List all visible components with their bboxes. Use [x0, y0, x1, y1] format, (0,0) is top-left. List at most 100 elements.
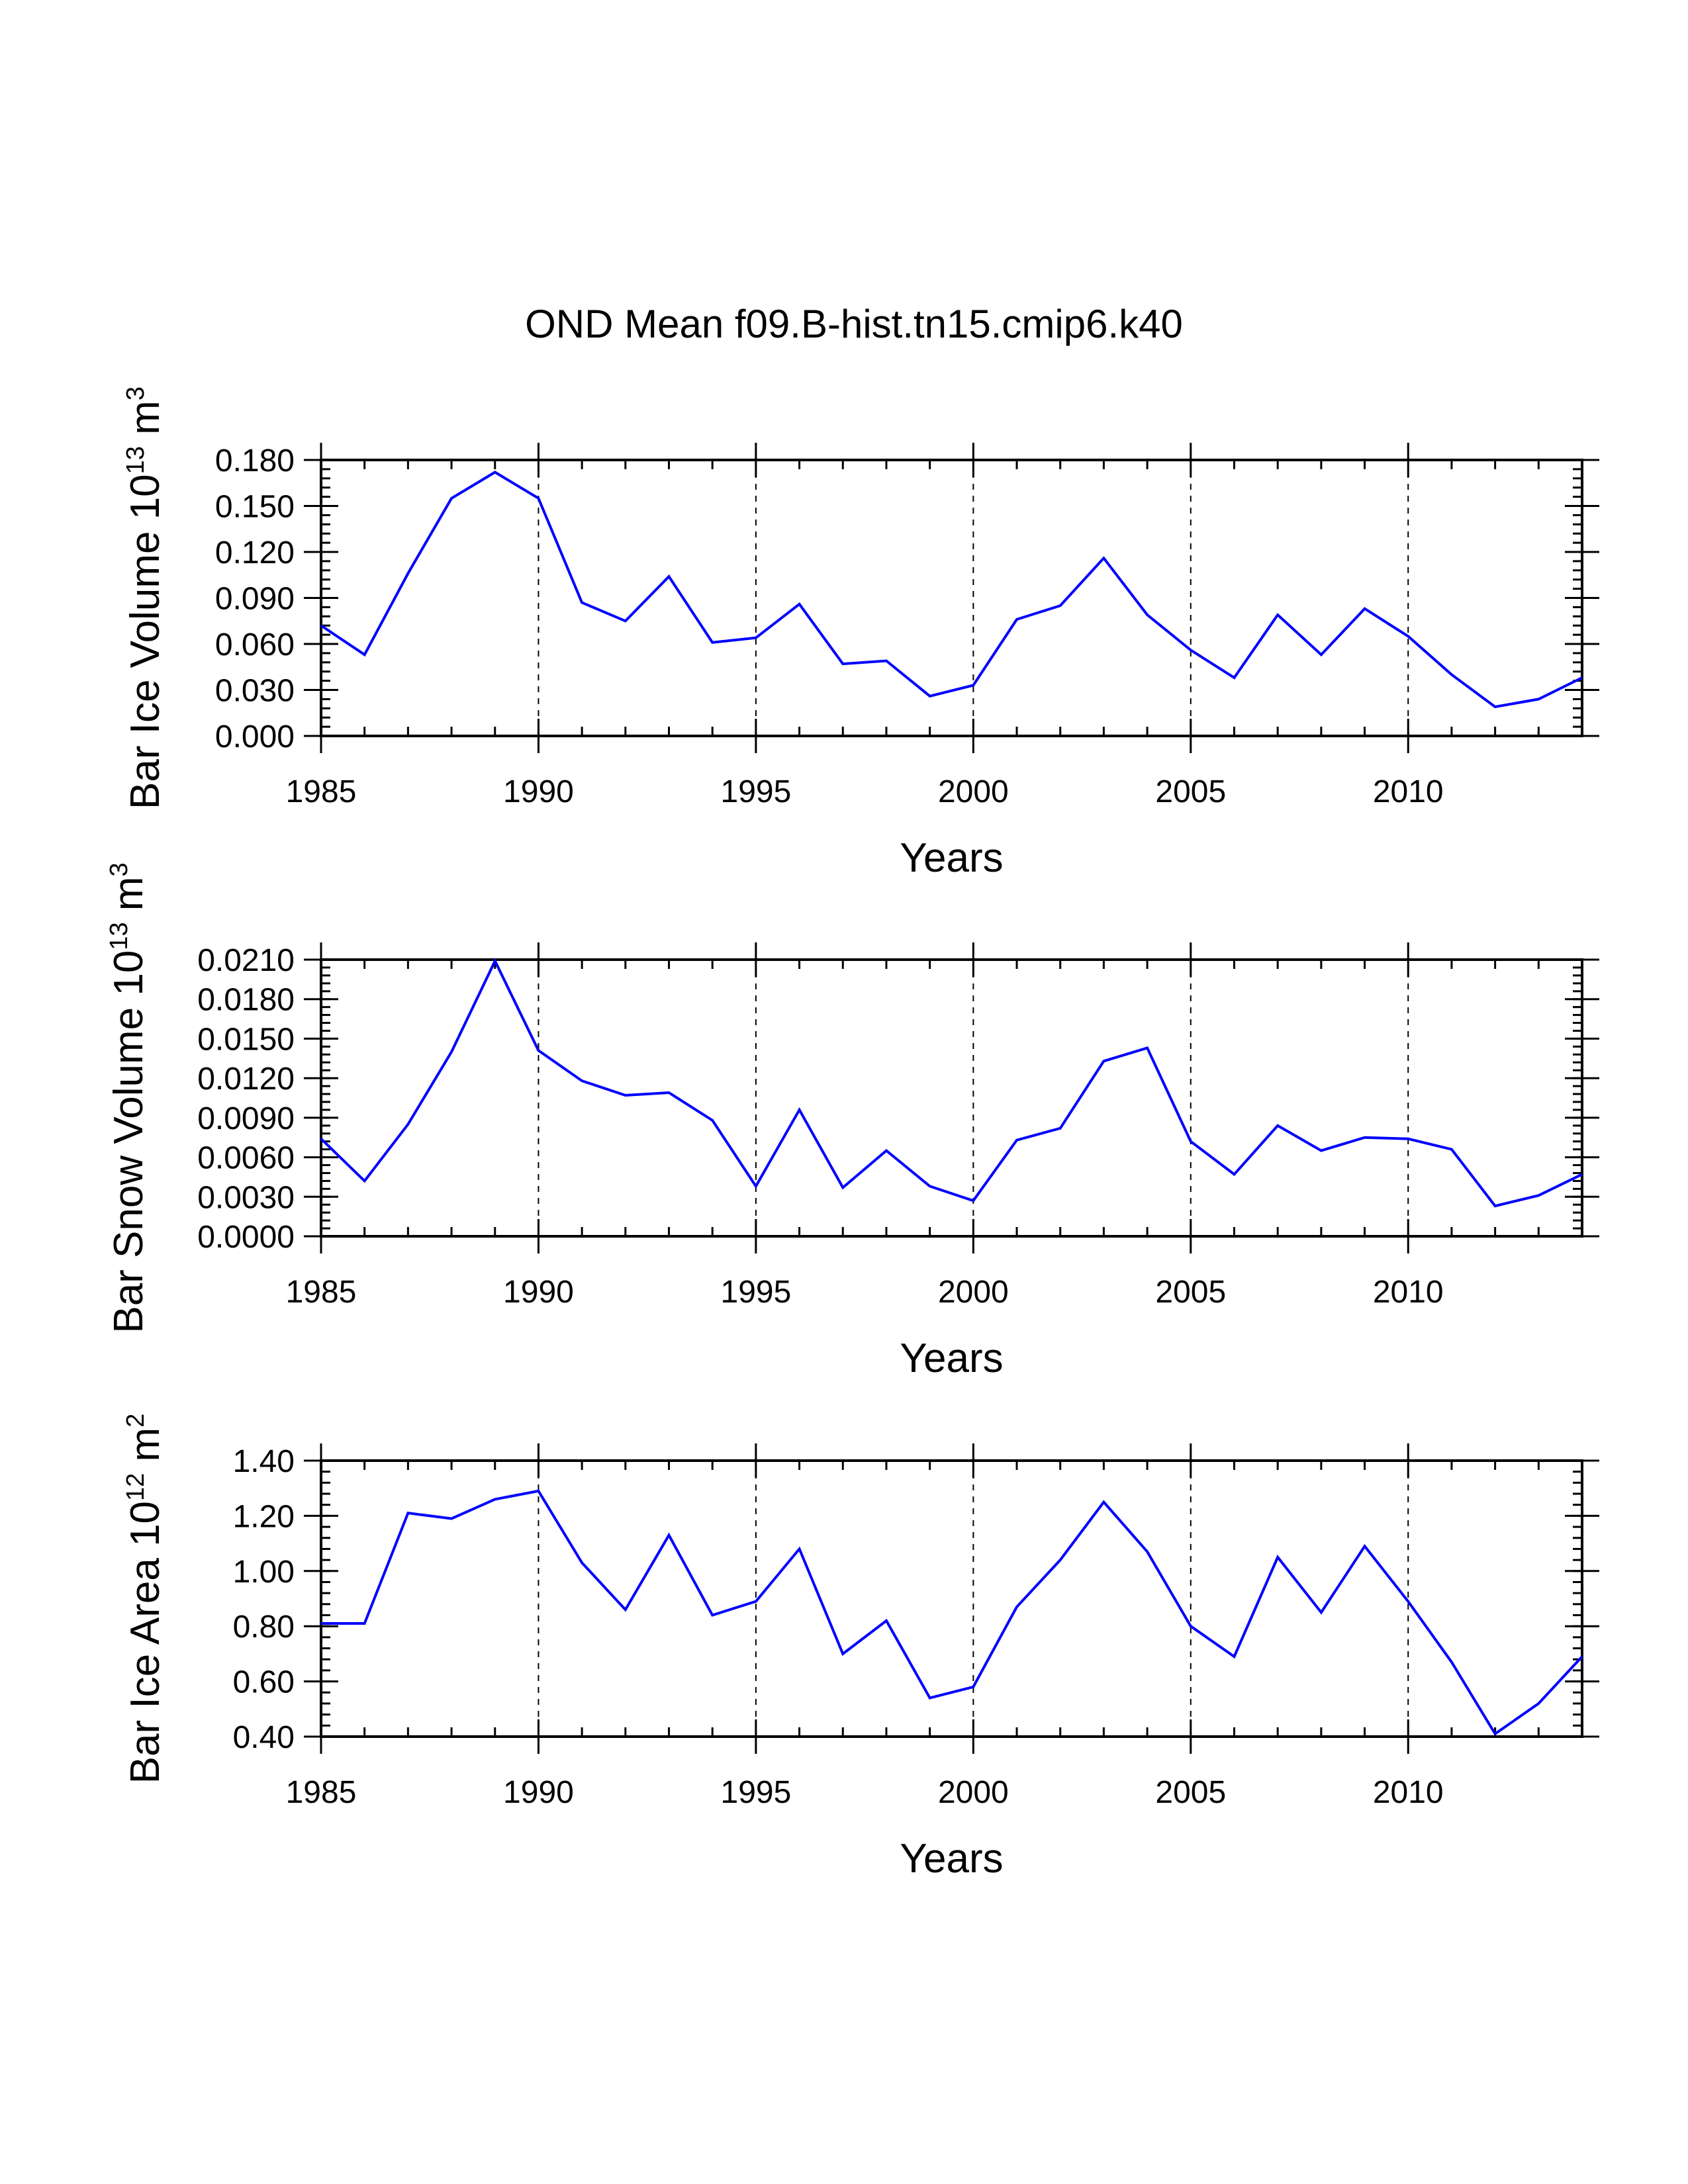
data-point: [1015, 1606, 1018, 1608]
x-tick-label: 1985: [286, 774, 357, 809]
x-tick-label: 1990: [503, 1275, 574, 1310]
data-point: [581, 1079, 583, 1082]
data-point: [1276, 1556, 1279, 1559]
x-tick-label: 1985: [286, 1775, 357, 1810]
data-point: [841, 1186, 844, 1189]
x-axis-title: Years: [900, 1336, 1003, 1381]
data-point: [450, 1050, 453, 1053]
data-point: [494, 471, 496, 474]
data-point: [1320, 653, 1323, 656]
data-point: [363, 1622, 366, 1625]
y-tick-label: 0.0000: [197, 1220, 295, 1255]
chart-title: OND Mean f09.B-hist.tn15.cmip6.k40: [525, 302, 1183, 346]
data-point: [406, 1123, 409, 1126]
x-tick-label: 2010: [1373, 1775, 1444, 1810]
y-tick-label: 0.60: [233, 1665, 295, 1700]
data-point: [929, 1697, 931, 1700]
y-axis-title-part: Bar Ice Volume 10: [122, 474, 168, 809]
data-point: [929, 1185, 931, 1187]
data-point: [1059, 1559, 1062, 1561]
y-axis-title-superscript: 13: [105, 922, 133, 950]
data-point: [841, 662, 844, 665]
y-tick-label: 0.000: [215, 719, 295, 754]
data-point: [1146, 614, 1149, 616]
data-point: [581, 1561, 583, 1564]
y-axis-title-part: m: [122, 1428, 168, 1473]
panel-1: 1985 1990 1995 2000 2005 2010 0.000 0.030 0.060 0…: [122, 387, 1599, 881]
y-axis-title-superscript: 13: [122, 446, 150, 474]
data-point: [929, 695, 931, 698]
panel-2: 1985 1990 1995 2000 2005 2010 0.0000 0.0030 0.00…: [105, 862, 1599, 1381]
data-point: [1581, 1655, 1583, 1658]
x-tick-label: 1995: [721, 1275, 792, 1310]
data-point: [1102, 1060, 1105, 1062]
data-point: [494, 1498, 496, 1500]
y-tick-label: 0.0060: [197, 1141, 295, 1176]
data-point: [1537, 1702, 1540, 1705]
data-point: [363, 653, 366, 656]
series-line: [321, 1489, 1583, 1736]
data-point: [972, 1199, 974, 1202]
data-point: [1581, 1173, 1583, 1175]
data-point: [537, 1490, 539, 1492]
data-point: [755, 637, 757, 639]
x-tick-label: 1985: [286, 1275, 357, 1310]
data-point: [624, 1094, 627, 1097]
data-point: [537, 497, 539, 500]
x-tick-label: 2010: [1373, 1275, 1444, 1310]
data-point: [711, 1614, 714, 1617]
data-point: [363, 1179, 366, 1182]
data-point: [1450, 1661, 1453, 1663]
data-point: [755, 1600, 757, 1603]
data-point: [1407, 635, 1409, 637]
y-tick-label: 0.0210: [197, 943, 295, 978]
data-point: [1146, 1046, 1149, 1049]
x-tick-label: 1995: [721, 774, 792, 809]
data-point: [798, 1547, 801, 1550]
data-point: [841, 1653, 844, 1655]
data-point: [1450, 1148, 1453, 1151]
data-point: [1494, 1733, 1497, 1735]
data-point: [1059, 1127, 1062, 1130]
y-tick-label: 0.150: [215, 490, 295, 525]
y-axis-title: Bar Snow Volume 1013 m3: [105, 862, 152, 1333]
x-axis-title: Years: [900, 1836, 1003, 1882]
data-point: [1407, 1600, 1409, 1603]
y-tick-label: 1.20: [233, 1499, 295, 1534]
data-point: [624, 619, 627, 622]
x-tick-label: 1990: [503, 774, 574, 809]
data-point: [450, 1518, 453, 1520]
y-axis-title: Bar Ice Volume 1013 m3: [122, 387, 168, 809]
data-point: [711, 641, 714, 644]
y-tick-label: 0.120: [215, 535, 295, 570]
data-point: [1146, 1551, 1149, 1553]
y-tick-label: 0.0090: [197, 1101, 295, 1136]
data-point: [1320, 1611, 1323, 1614]
y-tick-label: 0.0030: [197, 1180, 295, 1215]
x-tick-label: 2000: [938, 1275, 1009, 1310]
y-axis-title-part: Bar Ice Area 10: [122, 1501, 168, 1784]
data-point: [1233, 1173, 1235, 1175]
y-tick-label: 0.0150: [197, 1022, 295, 1057]
data-point: [711, 1119, 714, 1122]
data-point: [320, 1622, 322, 1625]
y-tick-label: 0.030: [215, 674, 295, 709]
y-axis-title-superscript: 3: [122, 387, 150, 400]
x-tick-label: 1990: [503, 1775, 574, 1810]
data-point: [1494, 1205, 1497, 1207]
x-tick-label: 2010: [1373, 774, 1444, 809]
y-axis-title-part: Bar Snow Volume 10: [106, 950, 152, 1334]
data-point: [668, 1534, 671, 1537]
series-line: [320, 471, 1583, 709]
data-point: [885, 1619, 888, 1622]
data-point: [320, 1138, 322, 1140]
x-tick-label: 2005: [1155, 774, 1226, 809]
data-point: [1276, 1124, 1279, 1127]
data-point: [1364, 1136, 1366, 1139]
data-point: [581, 601, 583, 604]
x-tick-label: 1995: [721, 1775, 792, 1810]
plot-frame: [320, 1459, 1583, 1738]
data-point: [406, 1512, 409, 1514]
x-axis-title: Years: [900, 835, 1003, 881]
